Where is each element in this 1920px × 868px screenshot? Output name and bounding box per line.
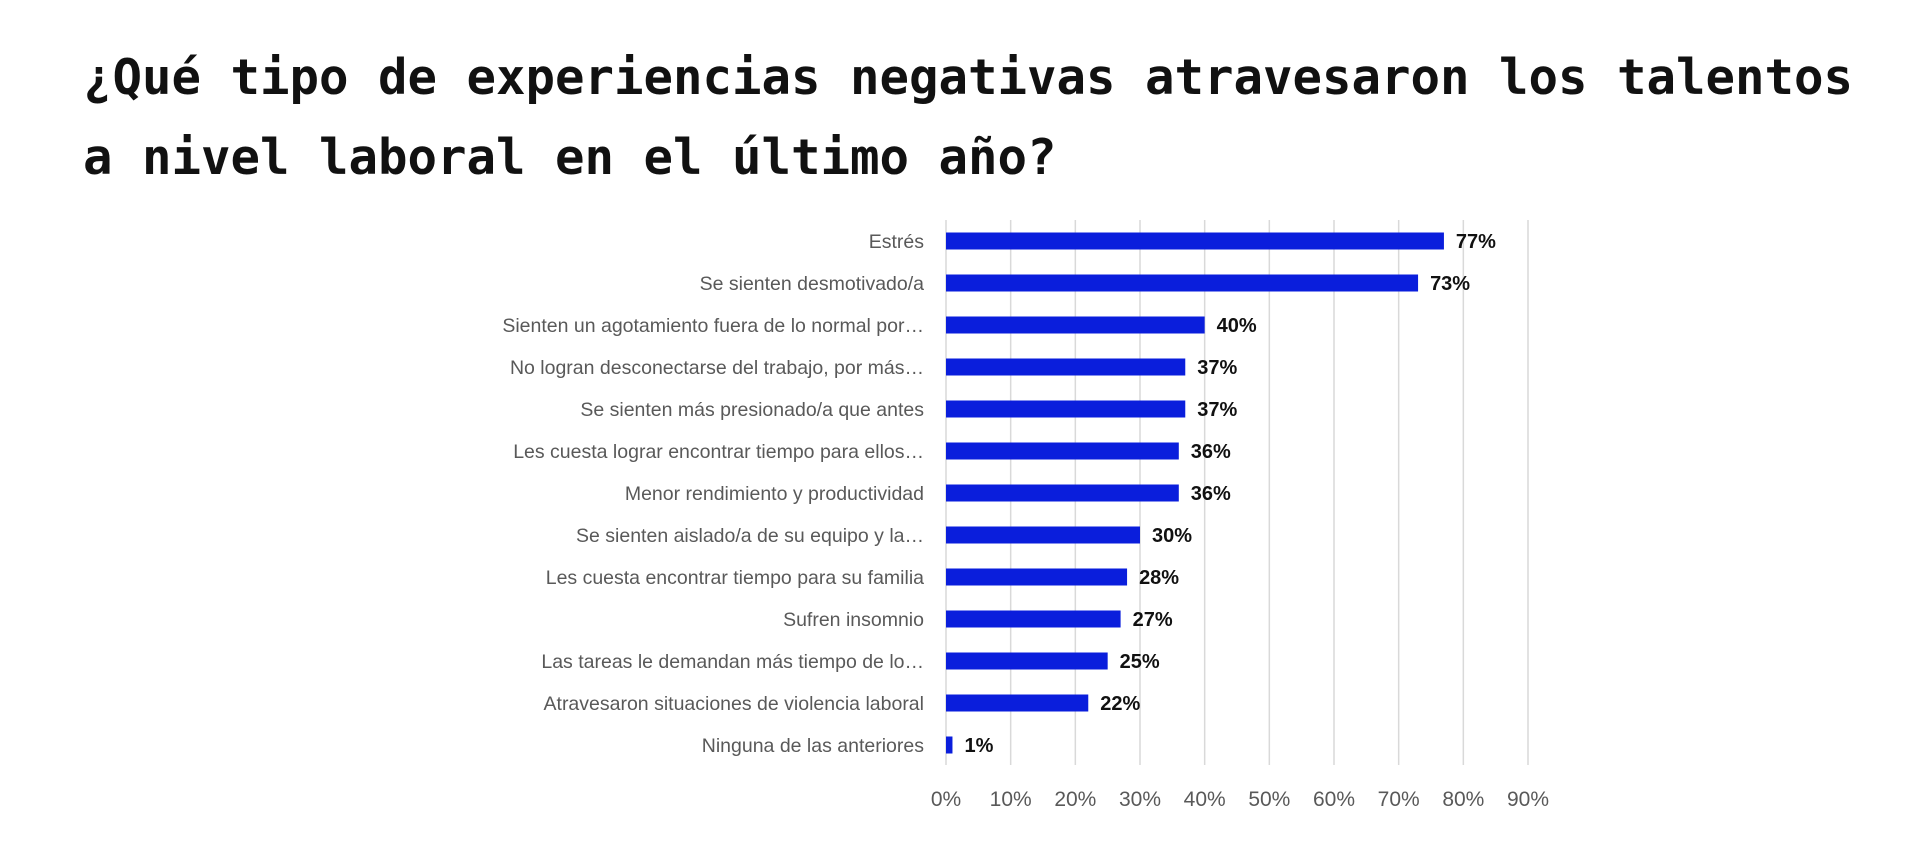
- x-tick-label: 20%: [1054, 788, 1096, 811]
- x-tick-label: 50%: [1248, 788, 1290, 811]
- category-label: Las tareas le demandan más tiempo de lo…: [541, 651, 924, 673]
- category-label: Les cuesta lograr encontrar tiempo para …: [513, 441, 924, 463]
- data-label: 1%: [964, 735, 993, 757]
- bar: [946, 400, 1186, 418]
- data-label: 40%: [1217, 315, 1257, 337]
- bar: [946, 232, 1444, 250]
- data-label: 36%: [1191, 441, 1231, 463]
- category-label: Menor rendimiento y productividad: [625, 483, 924, 505]
- x-tick-label: 10%: [990, 788, 1032, 811]
- category-label: Estrés: [869, 231, 925, 253]
- category-label: No logran desconectarse del trabajo, por…: [510, 357, 924, 379]
- bar: [946, 358, 1186, 376]
- x-tick-label: 80%: [1442, 788, 1484, 811]
- x-tick-label: 60%: [1313, 788, 1355, 811]
- bar: [946, 652, 1108, 670]
- data-label: 28%: [1139, 567, 1179, 589]
- category-label: Se sienten aislado/a de su equipo y la…: [576, 525, 924, 547]
- bar: [946, 274, 1419, 292]
- x-tick-label: 40%: [1184, 788, 1226, 811]
- data-label: 36%: [1191, 483, 1231, 505]
- data-label: 37%: [1197, 357, 1237, 379]
- bar: [946, 316, 1205, 334]
- x-tick-label: 90%: [1507, 788, 1549, 811]
- bar: [946, 484, 1179, 502]
- bar: [946, 442, 1179, 460]
- x-tick-label: 30%: [1119, 788, 1161, 811]
- category-label: Se sienten más presionado/a que antes: [580, 399, 924, 421]
- data-label: 77%: [1456, 231, 1496, 253]
- x-tick-label: 70%: [1378, 788, 1420, 811]
- x-tick-label: 0%: [931, 788, 961, 811]
- category-label: Ninguna de las anteriores: [702, 735, 924, 757]
- chart-title: ¿Qué tipo de experiencias negativas atra…: [83, 38, 1913, 198]
- chart-title-line-2: a nivel laboral en el último año?: [83, 129, 1057, 186]
- data-label: 22%: [1100, 693, 1140, 715]
- data-label: 37%: [1197, 399, 1237, 421]
- data-label: 73%: [1430, 273, 1470, 295]
- bar: [946, 736, 953, 754]
- category-label: Atravesaron situaciones de violencia lab…: [544, 693, 924, 715]
- category-label: Sienten un agotamiento fuera de lo norma…: [502, 315, 924, 337]
- category-label: Sufren insomnio: [783, 609, 924, 631]
- category-label: Se sienten desmotivado/a: [700, 273, 925, 295]
- category-label: Les cuesta encontrar tiempo para su fami…: [546, 567, 924, 589]
- bar: [946, 526, 1140, 544]
- chart-title-line-1: ¿Qué tipo de experiencias negativas atra…: [83, 49, 1854, 106]
- bar: [946, 694, 1089, 712]
- bar: [946, 610, 1121, 628]
- bar: [946, 568, 1128, 586]
- data-label: 27%: [1133, 609, 1173, 631]
- data-label: 30%: [1152, 525, 1192, 547]
- data-label: 25%: [1120, 651, 1160, 673]
